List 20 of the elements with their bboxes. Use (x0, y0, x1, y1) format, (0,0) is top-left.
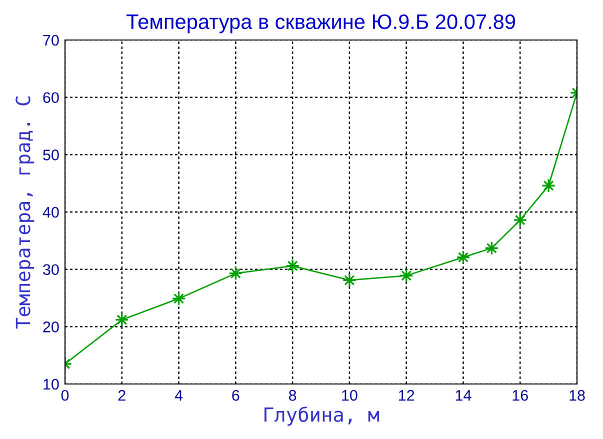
y-axis-title: Температера, град. С (16, 96, 34, 329)
x-tick-label: 2 (118, 390, 126, 401)
x-tick-label: 6 (232, 390, 240, 401)
y-tick-label: 70 (43, 34, 59, 46)
x-axis-title: Глубина, м (264, 406, 380, 426)
y-tick-label: 60 (43, 92, 59, 104)
y-tick-label: 30 (43, 264, 59, 276)
chart-title: Температура в скважине Ю.9.Б 20.07.89 (126, 14, 516, 34)
y-tick-label: 20 (43, 322, 59, 332)
x-tick-label: 8 (288, 390, 296, 401)
x-tick-label: 14 (456, 390, 472, 401)
x-tick-label: 16 (512, 390, 528, 401)
x-tick-label: 0 (61, 390, 69, 401)
x-tick-label: 4 (174, 390, 183, 401)
y-tick-label: 40 (42, 206, 59, 218)
x-tick-label: 10 (342, 390, 358, 401)
x-tick-label: 18 (570, 390, 585, 401)
y-tick-label: 50 (43, 150, 59, 160)
x-tick-label: 12 (399, 390, 414, 401)
y-tick-label: 10 (44, 378, 59, 390)
